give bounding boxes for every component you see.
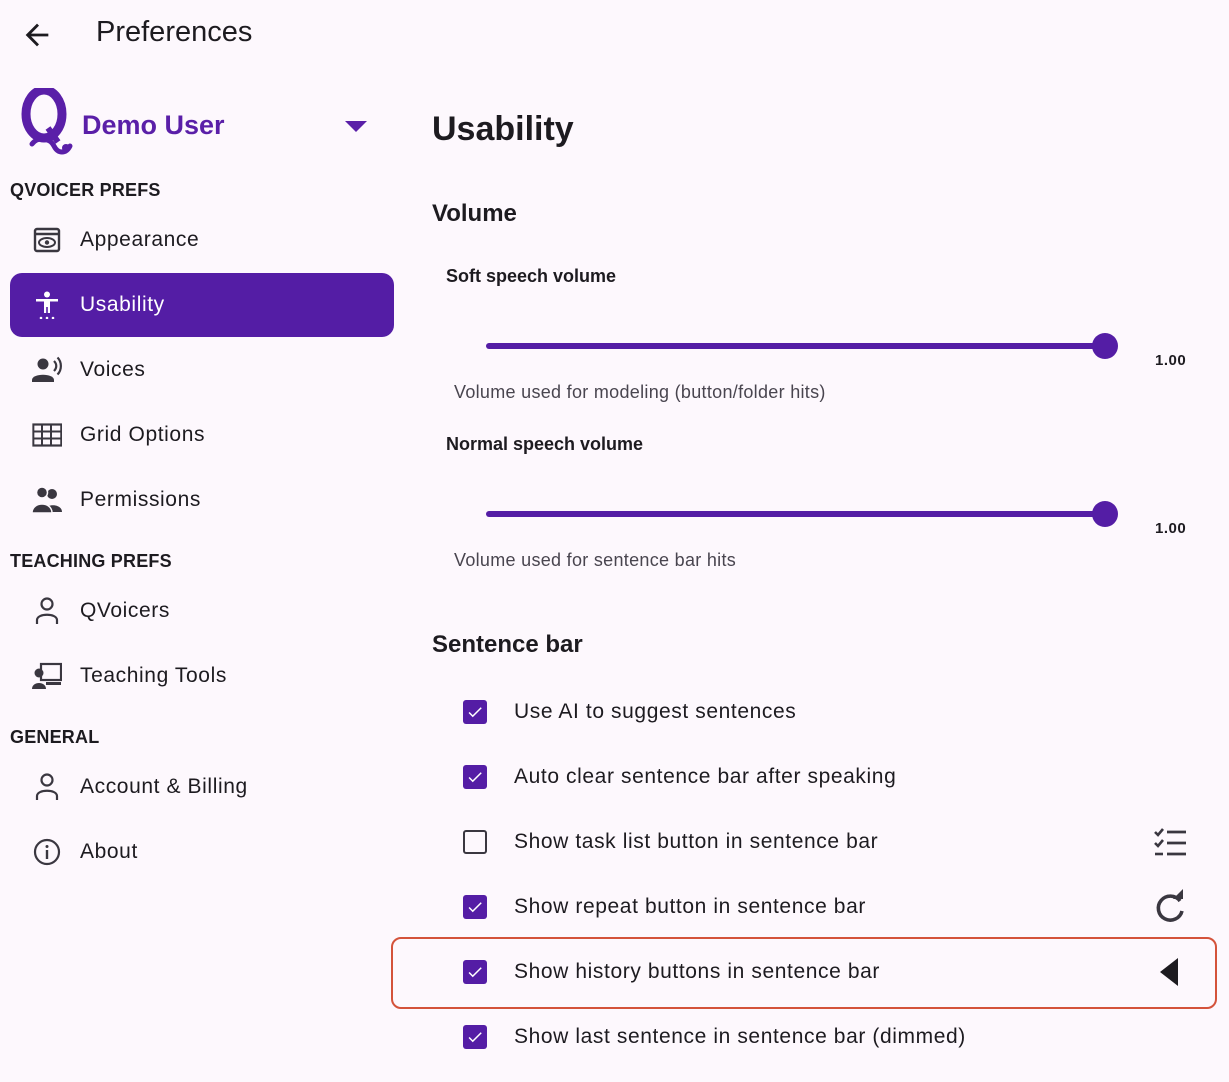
sidebar-item-teaching-tools[interactable]: Teaching Tools [10, 644, 394, 708]
dropdown-caret-icon[interactable] [344, 120, 368, 134]
soft-speech-volume-slider[interactable] [486, 343, 1108, 349]
qvoice-logo-icon [21, 88, 73, 155]
people-icon [32, 486, 62, 514]
eye-window-icon [33, 227, 61, 253]
check-mark-icon [468, 902, 482, 913]
main-content: Usability Volume Soft speech volume 1.00… [432, 0, 1229, 1082]
sidebar-item-label: Teaching Tools [80, 664, 227, 687]
normal-speech-volume-label: Normal speech volume [446, 434, 644, 454]
section-heading-general: GENERAL [10, 727, 100, 747]
sidebar-item-qvoicers[interactable]: QVoicers [10, 579, 394, 643]
sidebar: Demo User QVOICER PREFS Appearance Usabi… [0, 80, 400, 1080]
option-auto-clear[interactable]: Auto clear sentence bar after speaking [432, 745, 1217, 809]
check-mark-icon [468, 1032, 482, 1043]
sidebar-item-label: Account & Billing [80, 775, 248, 798]
volume-heading: Volume [432, 200, 517, 227]
section-title: Usability [432, 110, 574, 148]
history-checkbox[interactable] [463, 960, 487, 984]
option-task-list[interactable]: Show task list button in sentence bar [432, 810, 1217, 874]
option-label: Auto clear sentence bar after speaking [514, 765, 897, 788]
auto-clear-checkbox[interactable] [463, 765, 487, 789]
option-repeat[interactable]: Show repeat button in sentence bar [432, 875, 1217, 939]
check-mark-icon [468, 707, 482, 718]
back-button[interactable] [20, 18, 54, 52]
section-heading-teaching-prefs: TEACHING PREFS [10, 551, 172, 571]
section-heading-qvoicer-prefs: QVOICER PREFS [10, 180, 161, 200]
sidebar-item-label: Permissions [80, 488, 201, 511]
option-label: Show last sentence in sentence bar (dimm… [514, 1025, 966, 1048]
option-last-sentence[interactable]: Show last sentence in sentence bar (dimm… [432, 1005, 1217, 1069]
sidebar-item-label: QVoicers [80, 599, 170, 622]
soft-speech-volume-thumb[interactable] [1092, 333, 1118, 359]
sentence-bar-heading: Sentence bar [432, 631, 583, 658]
option-label: Use AI to suggest sentences [514, 700, 797, 723]
voice-person-icon [32, 356, 62, 382]
person-outline-icon [35, 773, 59, 800]
user-selector[interactable]: Demo User [18, 88, 378, 160]
normal-speech-volume-help: Volume used for sentence bar hits [454, 550, 737, 570]
sidebar-item-label: Usability [80, 293, 165, 316]
check-mark-icon [468, 967, 482, 978]
sidebar-item-permissions[interactable]: Permissions [10, 468, 394, 532]
normal-speech-volume-value: 1.00 [1155, 520, 1187, 537]
sidebar-item-account-billing[interactable]: Account & Billing [10, 755, 394, 819]
sidebar-item-voices[interactable]: Voices [10, 338, 394, 402]
repeat-icon [1156, 889, 1184, 922]
checklist-icon [1154, 828, 1186, 856]
user-name: Demo User [82, 110, 225, 140]
option-use-ai[interactable]: Use AI to suggest sentences [432, 680, 1217, 744]
repeat-checkbox[interactable] [463, 895, 487, 919]
top-bar: Preferences [0, 0, 1229, 70]
info-icon [33, 838, 61, 866]
person-outline-icon [35, 597, 59, 624]
normal-speech-volume-thumb[interactable] [1092, 501, 1118, 527]
sidebar-item-label: Voices [80, 358, 146, 381]
sidebar-item-usability[interactable]: Usability [10, 273, 394, 337]
task-list-checkbox[interactable] [463, 830, 487, 854]
arrow-left-icon [25, 23, 49, 47]
soft-speech-volume-label: Soft speech volume [446, 266, 617, 286]
last-sentence-checkbox[interactable] [463, 1025, 487, 1049]
soft-speech-volume-value: 1.00 [1155, 352, 1187, 369]
sidebar-item-appearance[interactable]: Appearance [10, 208, 394, 272]
option-history[interactable]: Show history buttons in sentence bar [432, 940, 1217, 1004]
option-label: Show repeat button in sentence bar [514, 895, 866, 918]
option-label: Show history buttons in sentence bar [514, 960, 880, 983]
option-label: Show task list button in sentence bar [514, 830, 879, 853]
history-back-icon [1160, 958, 1178, 986]
presentation-icon [32, 662, 62, 689]
sidebar-item-label: Appearance [80, 228, 200, 251]
sidebar-item-label: About [80, 840, 138, 863]
sidebar-item-grid-options[interactable]: Grid Options [10, 403, 394, 467]
sidebar-item-label: Grid Options [80, 423, 206, 446]
normal-speech-volume-slider[interactable] [486, 511, 1108, 517]
check-mark-icon [468, 772, 482, 783]
use-ai-checkbox[interactable] [463, 700, 487, 724]
page-title: Preferences [96, 16, 253, 48]
soft-speech-volume-help: Volume used for modeling (button/folder … [454, 382, 826, 402]
accessibility-icon [36, 291, 58, 319]
grid-icon [32, 423, 62, 447]
sidebar-item-about[interactable]: About [10, 820, 394, 884]
